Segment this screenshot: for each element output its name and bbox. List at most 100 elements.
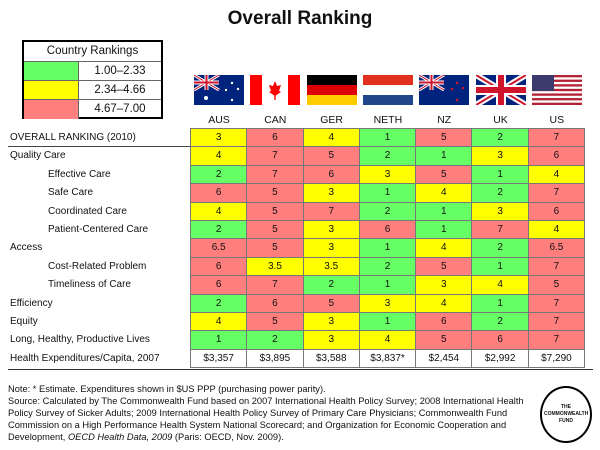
rank-cell: 5 xyxy=(415,330,473,350)
table-row: Equity 4 5 3 1 6 2 7 xyxy=(8,311,586,332)
column-header-us: US xyxy=(549,114,565,126)
rank-cell: 1 xyxy=(415,201,473,221)
legend-row: 2.34–4.66 xyxy=(24,81,161,100)
rank-cell: 2 xyxy=(471,238,529,258)
rank-cell: $3,837* xyxy=(358,348,417,369)
rank-cell: $3,357 xyxy=(190,348,248,369)
rank-cell: 1 xyxy=(358,128,417,148)
table-row: Cost-Related Problem 6 3.5 3.5 2 5 1 7 xyxy=(8,256,586,277)
legend-swatch-yellow xyxy=(24,81,79,99)
rank-cell: 1 xyxy=(415,146,473,166)
netherlands-flag xyxy=(362,75,413,105)
rank-cell: 3 xyxy=(471,146,529,166)
rank-cell: 5 xyxy=(246,201,304,221)
rank-cell: 6 xyxy=(246,293,304,313)
row-label: Quality Care xyxy=(10,150,66,162)
rank-cell: $2,454 xyxy=(415,348,473,369)
rank-cell: $7,290 xyxy=(527,348,586,369)
commonwealth-fund-logo: THE COMMONWEALTH FUND xyxy=(540,386,592,443)
table-row: Quality Care 4 7 5 2 1 3 6 xyxy=(8,146,586,166)
rank-cell: 5 xyxy=(415,256,473,277)
us-flag xyxy=(531,75,582,105)
rank-cell: 2 xyxy=(190,293,248,313)
rank-cell: 6 xyxy=(190,275,248,295)
legend-swatch-red xyxy=(24,100,79,119)
rank-cell: 3 xyxy=(358,164,417,185)
source-line: Source: Calculated by The Commonwealth F… xyxy=(8,396,524,442)
row-label: Timeliness of Care xyxy=(48,279,131,291)
rank-cell: 2 xyxy=(471,311,529,332)
rank-cell: 1 xyxy=(358,238,417,258)
legend-range: 4.67–7.00 xyxy=(94,103,146,115)
rank-cell: 3.5 xyxy=(302,256,360,277)
row-label: Health Expenditures/Capita, 2007 xyxy=(10,352,160,364)
rank-cell: 3 xyxy=(302,219,360,240)
rank-cell: 3 xyxy=(415,275,473,295)
legend: Country Rankings 1.00–2.33 2.34–4.66 4.6… xyxy=(22,40,163,119)
column-header-neth: NETH xyxy=(373,114,403,126)
rank-cell: 5 xyxy=(246,183,304,203)
rank-cell: 3 xyxy=(190,128,248,148)
rank-cell: 4 xyxy=(358,330,417,350)
column-header-can: CAN xyxy=(264,114,287,126)
rank-cell: 7 xyxy=(246,275,304,295)
table-row: Coordinated Care 4 5 7 2 1 3 6 xyxy=(8,201,586,221)
legend-range: 1.00–2.33 xyxy=(94,65,146,77)
rank-cell: 7 xyxy=(246,164,304,185)
ranking-table: OVERALL RANKING (2010) 3 6 4 1 5 2 7 Quality Car… xyxy=(8,128,586,369)
australia-flag xyxy=(193,73,244,105)
row-label: Access xyxy=(10,242,43,254)
rank-cell: 6.5 xyxy=(190,238,248,258)
rank-cell: 4 xyxy=(471,275,529,295)
legend-title: Country Rankings xyxy=(24,42,161,62)
rank-cell: 6 xyxy=(415,311,473,332)
table-row: Efficiency 2 6 5 3 4 1 7 xyxy=(8,293,586,313)
table-row: Safe Care 6 5 3 1 4 2 7 xyxy=(8,183,586,203)
row-label: Equity xyxy=(10,315,38,327)
rank-cell: 7 xyxy=(471,219,529,240)
table-row: Health Expenditures/Capita, 2007 $3,357 $3… xyxy=(8,348,586,369)
rank-cell: 6 xyxy=(471,330,529,350)
row-label: Patient-Centered Care xyxy=(48,223,149,235)
rank-cell: 1 xyxy=(358,275,417,295)
rank-cell: 3 xyxy=(471,201,529,221)
rank-cell: 2 xyxy=(471,128,529,148)
rank-cell: 5 xyxy=(246,311,304,332)
rank-cell: 4 xyxy=(190,146,248,166)
table-row: Patient-Centered Care 2 5 3 6 1 7 4 xyxy=(8,219,586,240)
column-header-nz: NZ xyxy=(437,114,452,126)
row-label: OVERALL RANKING (2010) xyxy=(8,129,191,148)
rank-cell: 1 xyxy=(471,293,529,313)
rank-cell: $3,588 xyxy=(302,348,360,369)
rank-cell: 4 xyxy=(415,293,473,313)
table-row: Long, Healthy, Productive Lives 1 2 3 4 5 6 7 xyxy=(8,330,586,350)
rank-cell: 3.5 xyxy=(246,256,304,277)
rank-cell: 4 xyxy=(302,128,360,148)
rank-cell: 6.5 xyxy=(527,238,586,258)
rank-cell: 5 xyxy=(302,146,360,166)
rank-cell: 6 xyxy=(246,128,304,148)
column-header-uk: UK xyxy=(493,114,508,126)
rank-cell: 4 xyxy=(190,311,248,332)
rank-cell: 6 xyxy=(527,146,586,166)
rank-cell: 1 xyxy=(471,164,529,185)
row-label: Efficiency xyxy=(10,297,53,309)
germany-flag xyxy=(306,75,357,105)
table-row: Effective Care 2 7 6 3 5 1 4 xyxy=(8,164,586,185)
rank-cell: 3 xyxy=(302,330,360,350)
rank-cell: 5 xyxy=(246,238,304,258)
canada-flag xyxy=(250,75,301,105)
rank-cell: 1 xyxy=(471,256,529,277)
rank-cell: 5 xyxy=(415,164,473,185)
rank-cell: 2 xyxy=(302,275,360,295)
rank-cell: 3 xyxy=(302,311,360,332)
legend-row: 4.67–7.00 xyxy=(24,100,161,119)
new-zealand-flag xyxy=(418,73,470,105)
column-header-ger: GER xyxy=(320,114,343,126)
row-label: Long, Healthy, Productive Lives xyxy=(10,334,150,346)
rank-cell: 2 xyxy=(190,164,248,185)
rank-cell: 7 xyxy=(246,146,304,166)
legend-range: 2.34–4.66 xyxy=(94,84,146,96)
rank-cell: 4 xyxy=(527,164,586,185)
rank-cell: 3 xyxy=(302,183,360,203)
